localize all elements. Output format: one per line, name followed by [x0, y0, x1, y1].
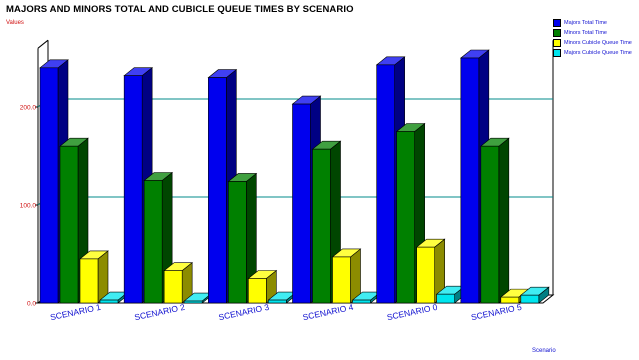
legend-label: Minors Total Time — [564, 30, 607, 36]
bar — [352, 299, 371, 304]
x-tick-label: SCENARIO 4 — [302, 302, 355, 323]
bar — [500, 296, 520, 304]
x-tick-label: SCENARIO 1 — [49, 302, 102, 323]
bar-side — [498, 137, 510, 304]
x-tick-label: SCENARIO 2 — [133, 302, 186, 323]
bar — [332, 256, 351, 304]
legend-swatch — [553, 49, 561, 57]
legend-item: Minors Cubicle Queue Time — [553, 38, 639, 48]
bar — [396, 131, 415, 304]
x-tick-label: SCENARIO 0 — [386, 302, 439, 323]
bar — [248, 278, 267, 304]
legend: Majors Total Time Minors Total Time Minors… — [553, 18, 639, 58]
bar — [480, 145, 500, 304]
legend-item: Minors Total Time — [553, 28, 639, 38]
bar — [79, 258, 99, 304]
legend-swatch — [553, 29, 561, 37]
bar — [208, 77, 227, 304]
y-axis-label: Values — [6, 20, 24, 26]
bar — [460, 57, 480, 304]
axis-corner-line — [37, 39, 49, 49]
bar — [183, 300, 203, 304]
legend-swatch — [553, 39, 561, 47]
legend-item: Majors Total Time — [553, 18, 639, 28]
bar — [39, 67, 59, 304]
bar — [228, 181, 247, 304]
legend-label: Minors Cubicle Queue Time — [564, 40, 632, 46]
bar — [99, 299, 119, 304]
bar — [520, 294, 540, 304]
x-tick-label: SCENARIO 3 — [218, 302, 271, 323]
x-tick-label: SCENARIO 5 — [470, 302, 523, 323]
bar — [59, 145, 79, 304]
y-tick-label: 100.0 — [20, 203, 37, 210]
legend-label: Majors Cubicle Queue Time — [564, 50, 632, 56]
bar — [292, 103, 311, 304]
legend-label: Majors Total Time — [564, 20, 607, 26]
bar — [416, 246, 435, 304]
y-tick-label: 0.0 — [27, 301, 36, 308]
legend-swatch — [553, 19, 561, 27]
y-tick-label: 200.0 — [20, 105, 37, 112]
bar — [143, 180, 163, 304]
bar — [436, 293, 455, 304]
bar — [123, 75, 143, 304]
legend-item: Majors Cubicle Queue Time — [553, 48, 639, 58]
chart-title: MAJORS AND MINORS TOTAL AND CUBICLE QUEU… — [6, 4, 354, 15]
x-axis-label: Scenario — [532, 348, 556, 354]
bar — [376, 64, 395, 304]
bar — [163, 270, 183, 304]
bar — [312, 148, 331, 304]
bar — [268, 299, 287, 304]
